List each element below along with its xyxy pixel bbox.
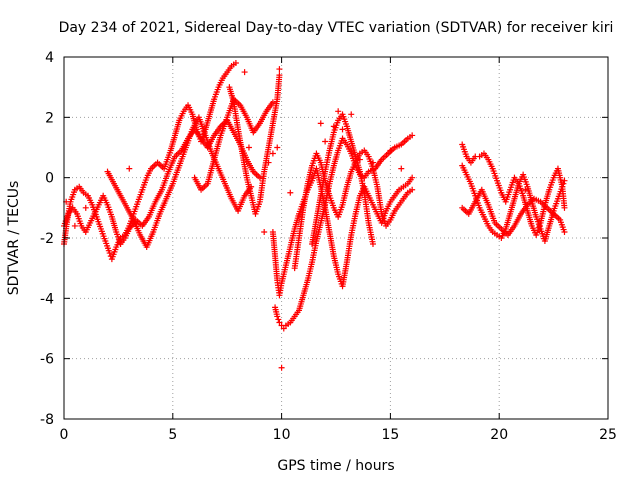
data-point <box>276 66 283 73</box>
data-point <box>269 99 276 106</box>
data-point <box>560 180 567 187</box>
y-tick-label: 4 <box>45 50 54 66</box>
data-point <box>265 159 272 166</box>
data-point <box>561 228 568 235</box>
y-tick-label: -6 <box>40 352 54 368</box>
data-point <box>276 319 283 326</box>
data-point <box>339 126 346 133</box>
data-point <box>82 204 89 211</box>
y-tick-labels: -8 -6 -4 -2 0 2 4 <box>40 50 54 428</box>
data-point <box>409 132 416 139</box>
y-axis-label: SDTVAR / TECUs <box>6 181 22 296</box>
y-tick-label: -2 <box>40 231 54 247</box>
data-point <box>241 69 248 76</box>
data-point <box>409 186 416 193</box>
x-tick-label: 0 <box>60 427 69 443</box>
x-tick-label: 20 <box>490 427 508 443</box>
data-point <box>322 138 329 145</box>
data-point <box>559 183 566 190</box>
data-point <box>276 72 283 79</box>
y-tick-label: 2 <box>45 110 54 126</box>
y-tick-label: -4 <box>40 291 54 307</box>
data-point <box>261 228 268 235</box>
data-point <box>356 156 363 163</box>
chart-title: Day 234 of 2021, Sidereal Day-to-day VTE… <box>59 20 614 36</box>
data-point <box>409 174 416 181</box>
data-point <box>348 111 355 118</box>
data-point <box>256 174 263 181</box>
data-point <box>369 241 376 248</box>
x-tick-label: 15 <box>381 427 399 443</box>
data-points <box>61 60 568 371</box>
data-point <box>369 159 376 166</box>
data-point <box>561 177 568 184</box>
data-point <box>330 123 337 130</box>
data-point <box>398 165 405 172</box>
data-point <box>245 144 252 151</box>
y-tick-label: -8 <box>40 412 54 428</box>
data-point <box>232 60 239 67</box>
axis-ticks <box>63 56 609 420</box>
x-tick-label: 10 <box>273 427 291 443</box>
data-point <box>275 316 282 323</box>
data-point <box>287 189 294 196</box>
data-point <box>522 186 529 193</box>
data-point <box>126 165 133 172</box>
data-point <box>278 364 285 371</box>
data-point <box>269 150 276 157</box>
data-point <box>274 313 281 320</box>
y-tick-label: 0 <box>45 171 54 187</box>
data-point <box>335 108 342 115</box>
data-point <box>106 250 113 257</box>
data-point <box>561 204 568 211</box>
x-tick-label: 5 <box>168 427 177 443</box>
x-tick-label: 25 <box>599 427 617 443</box>
data-point <box>71 222 78 229</box>
data-point <box>274 144 281 151</box>
x-axis-label: GPS time / hours <box>277 458 394 474</box>
data-point <box>317 120 324 127</box>
data-point <box>387 147 394 154</box>
data-point <box>280 325 287 332</box>
x-tick-labels: 0 5 10 15 20 25 <box>60 427 617 443</box>
